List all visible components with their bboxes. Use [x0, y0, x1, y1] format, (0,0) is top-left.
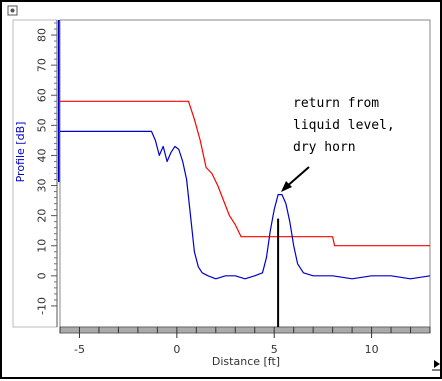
series-line-2 — [60, 130, 431, 280]
y-tick-label: 60 — [36, 88, 49, 102]
annotation-line-3: dry horn — [293, 140, 356, 155]
x-tick-label: 5 — [271, 343, 278, 356]
y-tick-label: 80 — [36, 28, 49, 42]
y-tick-label: 10 — [36, 239, 49, 253]
y-axis-ticks: -10 0 10 20 30 40 50 60 70 80 — [36, 22, 57, 315]
x-axis-ticks: -5 0 5 10 — [59, 327, 431, 356]
scroll-right-icon[interactable] — [432, 360, 442, 371]
x-tick-label: 0 — [173, 343, 180, 356]
x-axis-title: Distance [ft] — [212, 355, 280, 368]
series-layer — [60, 100, 431, 280]
plot-area — [59, 19, 431, 328]
annotation-line-2: liquid level, — [293, 118, 395, 133]
y-axis-title: Profile [dB] — [14, 122, 27, 183]
x-tick-label: -5 — [74, 343, 85, 356]
window-icon[interactable] — [7, 5, 18, 16]
annotation-arrow — [281, 166, 310, 192]
y-tick-label: 40 — [36, 148, 49, 162]
x-axis-bar — [59, 326, 431, 334]
y-tick-label: 0 — [36, 272, 49, 279]
y-tick-label: 70 — [36, 58, 49, 72]
annotation-line-1: return from — [293, 96, 379, 111]
y-tick-label: -10 — [36, 297, 49, 315]
y-tick-label: 50 — [36, 118, 49, 132]
x-tick-label: 10 — [365, 343, 379, 356]
y-tick-label: 20 — [36, 209, 49, 223]
series-line-1 — [60, 100, 430, 247]
y-tick-label: 30 — [36, 179, 49, 193]
